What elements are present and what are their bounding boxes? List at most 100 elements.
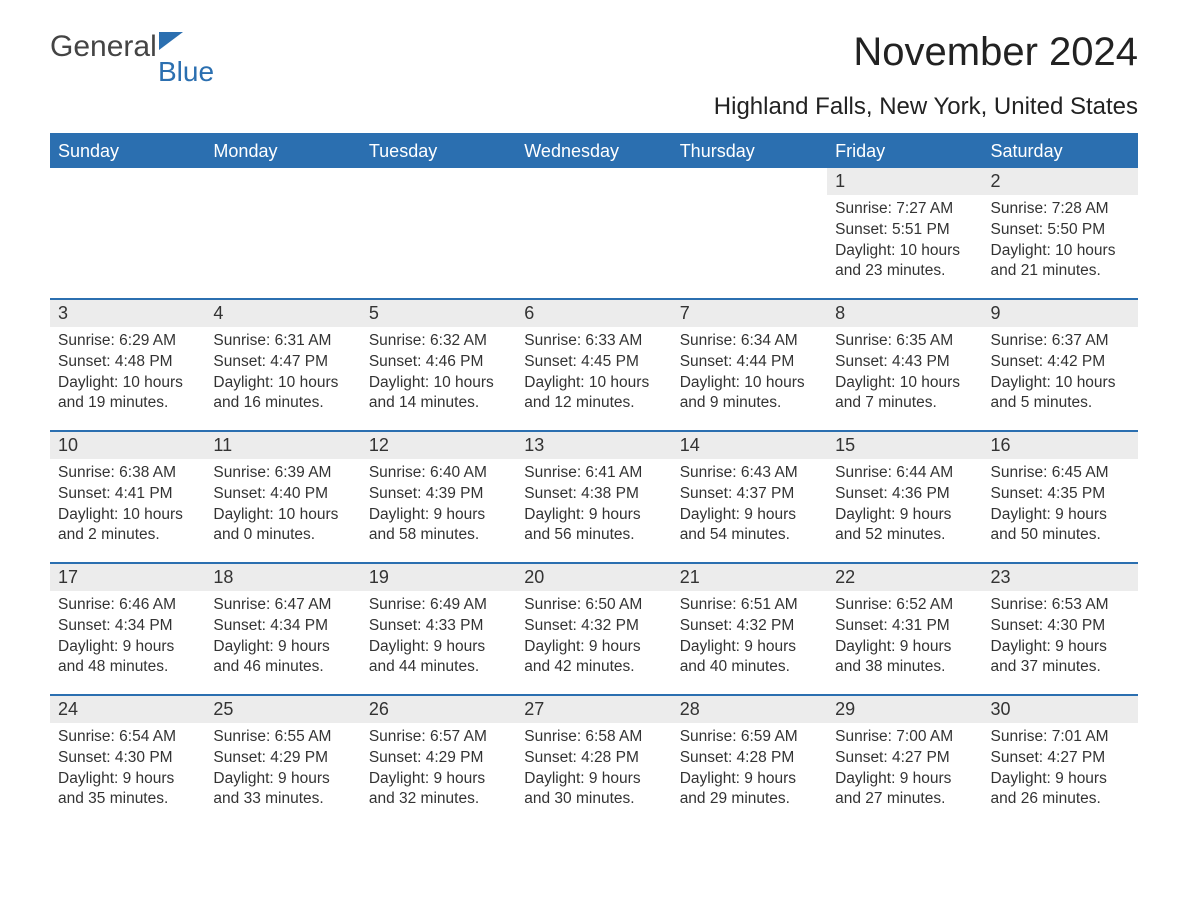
daylight-line-1: Daylight: 9 hours: [835, 637, 974, 657]
day-info: Sunrise: 6:33 AMSunset: 4:45 PMDaylight:…: [516, 327, 671, 413]
calendar-cell: 5Sunrise: 6:32 AMSunset: 4:46 PMDaylight…: [361, 300, 516, 430]
daylight-line-1: Daylight: 10 hours: [991, 241, 1130, 261]
sunset-line: Sunset: 4:40 PM: [213, 484, 352, 504]
sunrise-line: Sunrise: 6:34 AM: [680, 331, 819, 351]
day-number: 30: [983, 696, 1138, 723]
day-info: Sunrise: 6:47 AMSunset: 4:34 PMDaylight:…: [205, 591, 360, 677]
calendar-cell: 20Sunrise: 6:50 AMSunset: 4:32 PMDayligh…: [516, 564, 671, 694]
calendar-cell: [205, 168, 360, 298]
calendar-cell: 27Sunrise: 6:58 AMSunset: 4:28 PMDayligh…: [516, 696, 671, 826]
sunset-line: Sunset: 4:29 PM: [369, 748, 508, 768]
daylight-line-2: and 42 minutes.: [524, 657, 663, 677]
daylight-line-2: and 54 minutes.: [680, 525, 819, 545]
day-number: 3: [50, 300, 205, 327]
day-info: Sunrise: 7:01 AMSunset: 4:27 PMDaylight:…: [983, 723, 1138, 809]
daylight-line-1: Daylight: 9 hours: [213, 637, 352, 657]
daylight-line-1: Daylight: 10 hours: [524, 373, 663, 393]
sunrise-line: Sunrise: 6:37 AM: [991, 331, 1130, 351]
sunset-line: Sunset: 4:30 PM: [991, 616, 1130, 636]
calendar-cell: [516, 168, 671, 298]
day-info: Sunrise: 6:45 AMSunset: 4:35 PMDaylight:…: [983, 459, 1138, 545]
daylight-line-1: Daylight: 9 hours: [58, 637, 197, 657]
calendar-cell: 22Sunrise: 6:52 AMSunset: 4:31 PMDayligh…: [827, 564, 982, 694]
sunrise-line: Sunrise: 6:31 AM: [213, 331, 352, 351]
calendar-cell: 12Sunrise: 6:40 AMSunset: 4:39 PMDayligh…: [361, 432, 516, 562]
week-row: 10Sunrise: 6:38 AMSunset: 4:41 PMDayligh…: [50, 430, 1138, 562]
daylight-line-1: Daylight: 9 hours: [369, 505, 508, 525]
daylight-line-2: and 40 minutes.: [680, 657, 819, 677]
calendar-cell: 15Sunrise: 6:44 AMSunset: 4:36 PMDayligh…: [827, 432, 982, 562]
sunrise-line: Sunrise: 6:29 AM: [58, 331, 197, 351]
calendar-cell: 23Sunrise: 6:53 AMSunset: 4:30 PMDayligh…: [983, 564, 1138, 694]
sunrise-line: Sunrise: 6:40 AM: [369, 463, 508, 483]
day-number: 21: [672, 564, 827, 591]
daylight-line-1: Daylight: 9 hours: [680, 769, 819, 789]
daylight-line-2: and 30 minutes.: [524, 789, 663, 809]
logo: General Blue: [50, 30, 214, 88]
daylight-line-1: Daylight: 9 hours: [369, 769, 508, 789]
daylight-line-2: and 29 minutes.: [680, 789, 819, 809]
sunrise-line: Sunrise: 6:39 AM: [213, 463, 352, 483]
daylight-line-2: and 19 minutes.: [58, 393, 197, 413]
sunset-line: Sunset: 4:42 PM: [991, 352, 1130, 372]
day-info: Sunrise: 6:41 AMSunset: 4:38 PMDaylight:…: [516, 459, 671, 545]
daylight-line-2: and 16 minutes.: [213, 393, 352, 413]
day-info: Sunrise: 7:00 AMSunset: 4:27 PMDaylight:…: [827, 723, 982, 809]
daylight-line-1: Daylight: 10 hours: [991, 373, 1130, 393]
calendar-cell: 26Sunrise: 6:57 AMSunset: 4:29 PMDayligh…: [361, 696, 516, 826]
calendar-cell: 1Sunrise: 7:27 AMSunset: 5:51 PMDaylight…: [827, 168, 982, 298]
sunset-line: Sunset: 4:28 PM: [680, 748, 819, 768]
sunset-line: Sunset: 4:31 PM: [835, 616, 974, 636]
day-number: 9: [983, 300, 1138, 327]
sunrise-line: Sunrise: 6:57 AM: [369, 727, 508, 747]
sunrise-line: Sunrise: 7:00 AM: [835, 727, 974, 747]
sunrise-line: Sunrise: 6:50 AM: [524, 595, 663, 615]
week-row: 24Sunrise: 6:54 AMSunset: 4:30 PMDayligh…: [50, 694, 1138, 826]
day-number: 6: [516, 300, 671, 327]
calendar-cell: 30Sunrise: 7:01 AMSunset: 4:27 PMDayligh…: [983, 696, 1138, 826]
day-info: Sunrise: 6:57 AMSunset: 4:29 PMDaylight:…: [361, 723, 516, 809]
day-info: Sunrise: 6:31 AMSunset: 4:47 PMDaylight:…: [205, 327, 360, 413]
daylight-line-1: Daylight: 10 hours: [213, 505, 352, 525]
sunrise-line: Sunrise: 6:33 AM: [524, 331, 663, 351]
calendar-cell: 16Sunrise: 6:45 AMSunset: 4:35 PMDayligh…: [983, 432, 1138, 562]
day-number: 7: [672, 300, 827, 327]
daylight-line-1: Daylight: 10 hours: [213, 373, 352, 393]
day-header-wednesday: Wednesday: [516, 135, 671, 168]
sunset-line: Sunset: 4:34 PM: [58, 616, 197, 636]
calendar-cell: 29Sunrise: 7:00 AMSunset: 4:27 PMDayligh…: [827, 696, 982, 826]
daylight-line-2: and 38 minutes.: [835, 657, 974, 677]
daylight-line-1: Daylight: 9 hours: [213, 769, 352, 789]
sunrise-line: Sunrise: 6:58 AM: [524, 727, 663, 747]
sunrise-line: Sunrise: 6:46 AM: [58, 595, 197, 615]
sunset-line: Sunset: 4:28 PM: [524, 748, 663, 768]
daylight-line-1: Daylight: 10 hours: [58, 505, 197, 525]
sunset-line: Sunset: 4:43 PM: [835, 352, 974, 372]
day-number: 20: [516, 564, 671, 591]
sunrise-line: Sunrise: 6:53 AM: [991, 595, 1130, 615]
daylight-line-2: and 2 minutes.: [58, 525, 197, 545]
day-info: Sunrise: 6:52 AMSunset: 4:31 PMDaylight:…: [827, 591, 982, 677]
calendar-cell: 24Sunrise: 6:54 AMSunset: 4:30 PMDayligh…: [50, 696, 205, 826]
day-info: Sunrise: 6:55 AMSunset: 4:29 PMDaylight:…: [205, 723, 360, 809]
daylight-line-2: and 33 minutes.: [213, 789, 352, 809]
daylight-line-2: and 52 minutes.: [835, 525, 974, 545]
sunset-line: Sunset: 4:29 PM: [213, 748, 352, 768]
sunrise-line: Sunrise: 6:45 AM: [991, 463, 1130, 483]
calendar-cell: 25Sunrise: 6:55 AMSunset: 4:29 PMDayligh…: [205, 696, 360, 826]
day-number: 27: [516, 696, 671, 723]
calendar-cell: [672, 168, 827, 298]
day-number: 22: [827, 564, 982, 591]
daylight-line-1: Daylight: 10 hours: [680, 373, 819, 393]
sunset-line: Sunset: 4:27 PM: [835, 748, 974, 768]
day-info: Sunrise: 6:32 AMSunset: 4:46 PMDaylight:…: [361, 327, 516, 413]
daylight-line-1: Daylight: 9 hours: [991, 769, 1130, 789]
day-info: Sunrise: 7:28 AMSunset: 5:50 PMDaylight:…: [983, 195, 1138, 281]
day-number: 16: [983, 432, 1138, 459]
daylight-line-1: Daylight: 9 hours: [835, 769, 974, 789]
sunset-line: Sunset: 4:30 PM: [58, 748, 197, 768]
calendar-cell: 2Sunrise: 7:28 AMSunset: 5:50 PMDaylight…: [983, 168, 1138, 298]
daylight-line-2: and 46 minutes.: [213, 657, 352, 677]
page-title: November 2024: [714, 30, 1138, 75]
calendar-cell: 8Sunrise: 6:35 AMSunset: 4:43 PMDaylight…: [827, 300, 982, 430]
